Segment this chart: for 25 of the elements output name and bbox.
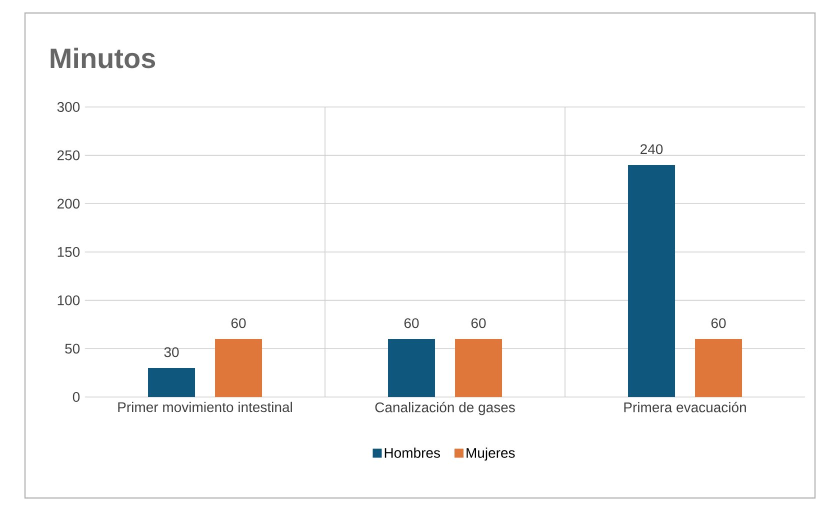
bar [388,338,436,397]
data-label: 240 [640,144,663,154]
y-tick-label: 100 [58,295,80,306]
bar [628,164,676,397]
legend-label: Mujeres [466,448,515,461]
data-label: 60 [471,318,486,328]
x-tick-label: Primera evacuación [624,402,746,412]
x-tick-label: Canalización de gases [375,402,515,416]
bar [215,338,262,397]
data-label: 60 [711,318,726,328]
data-label: 60 [404,318,419,328]
y-tick-label: 150 [58,247,80,257]
bar [455,338,502,397]
legend-label: Hombres [384,448,440,458]
y-tick-label: 300 [57,102,80,112]
x-tick-label: Primer movimiento intestinal [118,402,292,412]
y-tick-label: 200 [57,198,80,209]
data-label: 60 [231,318,246,328]
data-label: 30 [164,347,179,358]
y-tick-label: 50 [65,344,80,354]
chart-title: Minutos [50,48,156,68]
bar [695,338,742,397]
bar [148,368,196,397]
y-tick-label: 250 [57,150,80,160]
y-tick-label: 0 [72,392,80,402]
